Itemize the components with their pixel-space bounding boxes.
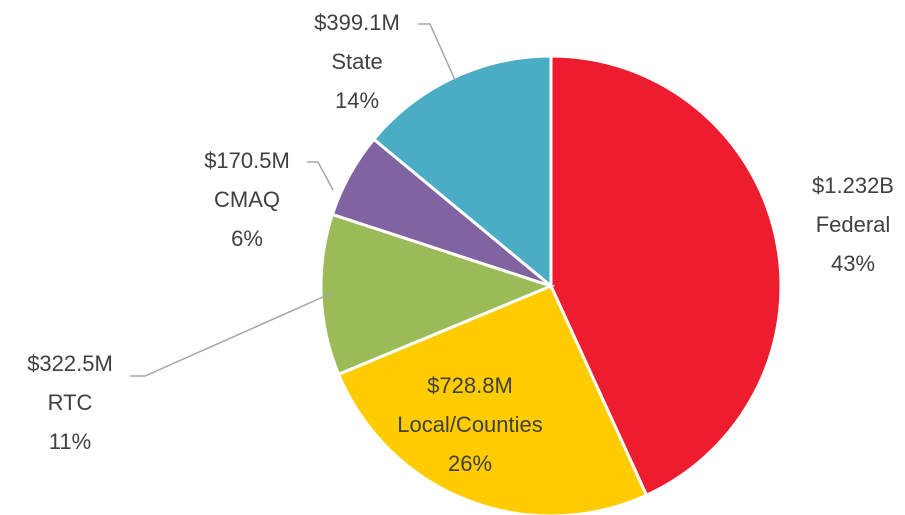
percent-label: 43% — [831, 251, 875, 276]
value-label: $728.8M — [427, 373, 513, 398]
pie-slice — [371, 54, 553, 290]
leader-line — [130, 292, 333, 377]
value-label: $170.5M — [204, 148, 290, 173]
labels: $1.232B Federal 43% $728.8M Local/Counties 26… — [27, 10, 894, 476]
category-label: CMAQ — [214, 187, 280, 212]
leader-line — [307, 161, 334, 191]
pie-slice — [549, 54, 783, 498]
percent-label: 26% — [448, 451, 492, 476]
value-label: $1.232B — [812, 173, 894, 198]
value-label: $322.5M — [27, 351, 113, 376]
category-label: State — [331, 49, 382, 74]
category-label: Local/Counties — [397, 412, 543, 437]
leader-line — [418, 23, 456, 81]
category-label: RTC — [48, 390, 93, 415]
pie-slice — [319, 212, 556, 377]
percent-label: 11% — [49, 429, 91, 454]
percent-label: 14% — [335, 88, 379, 113]
percent-label: 6% — [231, 226, 263, 251]
category-label: Federal — [816, 212, 891, 237]
pie — [319, 54, 783, 515]
value-label: $399.1M — [314, 10, 400, 35]
